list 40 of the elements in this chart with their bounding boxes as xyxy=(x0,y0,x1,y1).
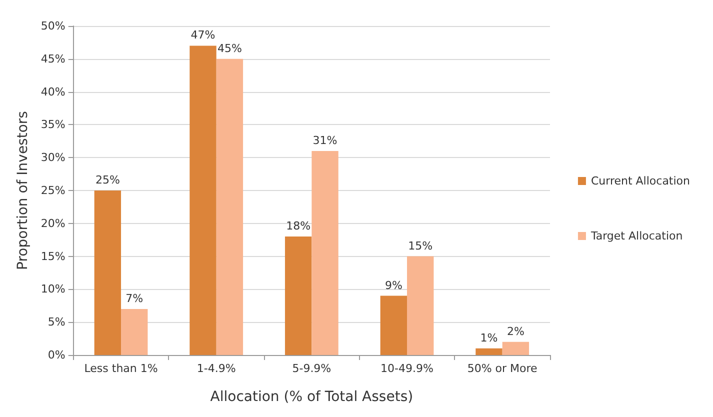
y-tick-label: 30% xyxy=(40,151,66,164)
data-label: 31% xyxy=(312,134,338,148)
data-label: 2% xyxy=(506,324,524,338)
y-tick-label: 20% xyxy=(40,216,66,230)
bar xyxy=(380,296,408,355)
data-label: 25% xyxy=(95,174,120,186)
x-tick-label: Less than 1% xyxy=(84,362,158,375)
y-tick-label: 45% xyxy=(40,52,66,66)
y-tick-label: 25% xyxy=(40,184,66,197)
bar xyxy=(312,151,338,355)
data-label: 15% xyxy=(408,239,433,252)
data-label: 45% xyxy=(217,42,242,55)
y-tick-label: 15% xyxy=(40,250,66,263)
y-tick-label: 50% xyxy=(40,20,66,32)
x-tick-label: 5-9.9% xyxy=(292,362,332,375)
data-label: 9% xyxy=(384,278,402,292)
legend-label: Target Allocation xyxy=(590,230,683,242)
bar xyxy=(476,348,502,355)
bar xyxy=(121,308,148,355)
data-label: 1% xyxy=(480,331,498,344)
bar xyxy=(502,342,530,355)
legend-label: Current Allocation xyxy=(590,174,690,188)
bar xyxy=(284,236,312,355)
y-tick-label: 5% xyxy=(48,316,66,329)
y-axis-title: Proportion of Investors xyxy=(15,111,31,270)
bar xyxy=(190,46,216,355)
data-label: 47% xyxy=(190,28,216,42)
bar xyxy=(94,190,122,355)
y-tick-label: 35% xyxy=(40,118,66,132)
y-tick-label: 10% xyxy=(40,282,66,296)
x-tick-label: 1-4.9% xyxy=(196,362,236,375)
y-tick-label: 0% xyxy=(48,348,66,362)
y-tick-label: 40% xyxy=(40,85,66,98)
x-tick-label: 10-49.9% xyxy=(380,362,434,375)
data-label: 7% xyxy=(126,292,144,305)
x-axis-title: Allocation (% of Total Assets) xyxy=(210,389,414,405)
bar xyxy=(407,256,434,355)
x-tick-label: 50% or More xyxy=(467,362,538,375)
data-label: 18% xyxy=(286,220,311,233)
bar xyxy=(216,58,244,355)
